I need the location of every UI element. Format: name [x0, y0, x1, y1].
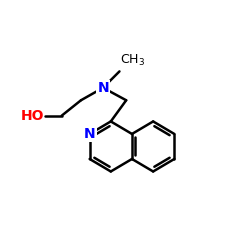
Text: N: N [97, 81, 109, 95]
Text: N: N [84, 127, 96, 141]
Text: HO: HO [21, 109, 44, 123]
Text: CH$_3$: CH$_3$ [120, 54, 146, 68]
